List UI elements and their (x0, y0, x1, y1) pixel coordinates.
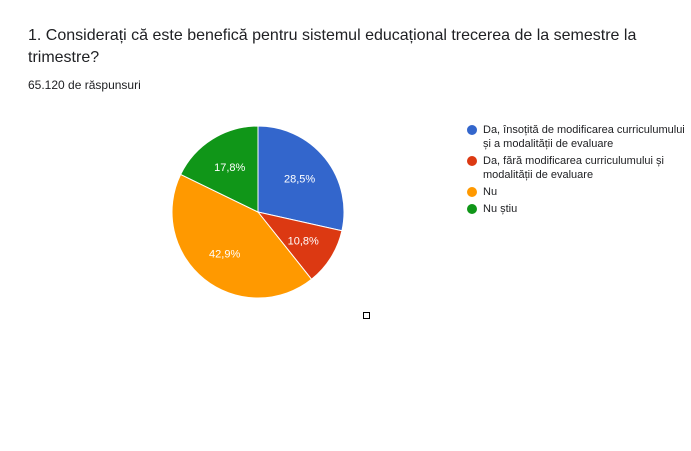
legend-dot-icon (467, 187, 477, 197)
legend-dot-icon (467, 204, 477, 214)
pie-slice-3[interactable] (179, 125, 259, 213)
pie-label-3: 17,8% (214, 162, 245, 174)
pie-label-2: 42,9% (209, 249, 240, 261)
legend-label: Nu știu (483, 203, 518, 215)
question-title: 1. Considerați că este benefică pentru s… (28, 27, 637, 66)
pie-slice-2[interactable] (171, 173, 313, 299)
legend-label: Nu (483, 186, 498, 198)
legend-item-1[interactable]: Da, fără modificarea curriculumului și m… (467, 154, 687, 182)
legend-item-3[interactable]: Nu știu (467, 202, 687, 216)
legend-item-2[interactable]: Nu (467, 185, 687, 199)
legend-label: Da, însoțită de modificarea curriculumul… (483, 124, 685, 150)
pie-label-0: 28,5% (284, 174, 315, 186)
legend-item-0[interactable]: Da, însoțită de modificarea curriculumul… (467, 123, 687, 151)
resize-handle[interactable] (363, 312, 370, 319)
pie-chart: 28,5% 10,8% 42,9% 17,8% (171, 125, 345, 299)
pie-label-1: 10,8% (288, 235, 319, 247)
response-count: 65.120 de răspunsuri (28, 78, 141, 92)
legend-label: Da, fără modificarea curriculumului și m… (483, 155, 664, 181)
legend-dot-icon (467, 156, 477, 166)
legend-dot-icon (467, 125, 477, 135)
pie-slice-0[interactable] (257, 125, 345, 232)
chart-legend: Da, însoțită de modificarea curriculumul… (467, 123, 687, 219)
